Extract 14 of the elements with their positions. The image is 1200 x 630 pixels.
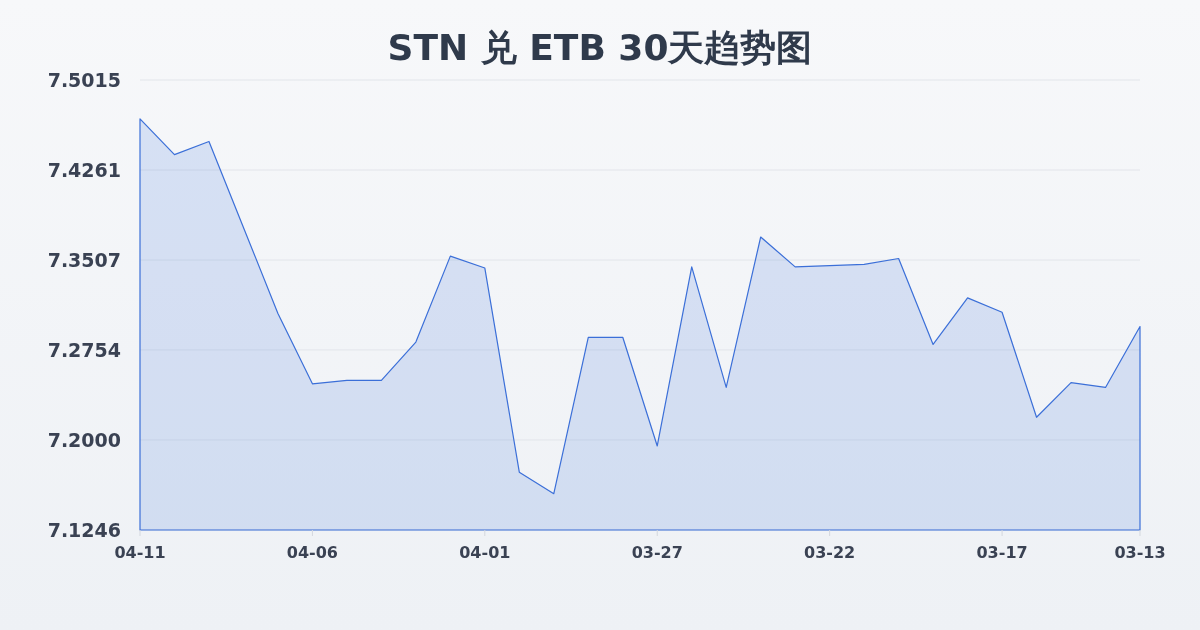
x-tick-label: 03-22 [804,542,856,562]
x-tick-label: 04-11 [114,542,166,562]
y-tick-label: 7.4261 [47,159,121,182]
y-tick-label: 7.1246 [47,519,121,541]
x-tick-label: 03-17 [976,542,1028,562]
y-tick-label: 7.5015 [47,69,121,91]
chart-title: STN 兑 ETB 30天趋势图 [387,26,813,68]
x-tick-label: 03-13 [1114,542,1166,562]
x-tick-label: 03-27 [631,542,683,562]
y-tick-label: 7.2754 [47,338,121,361]
y-tick-label: 7.3507 [47,249,121,272]
x-tick-label: 04-01 [459,542,511,562]
y-tick-label: 7.2000 [47,428,121,451]
x-tick-label: 04-06 [286,542,338,562]
